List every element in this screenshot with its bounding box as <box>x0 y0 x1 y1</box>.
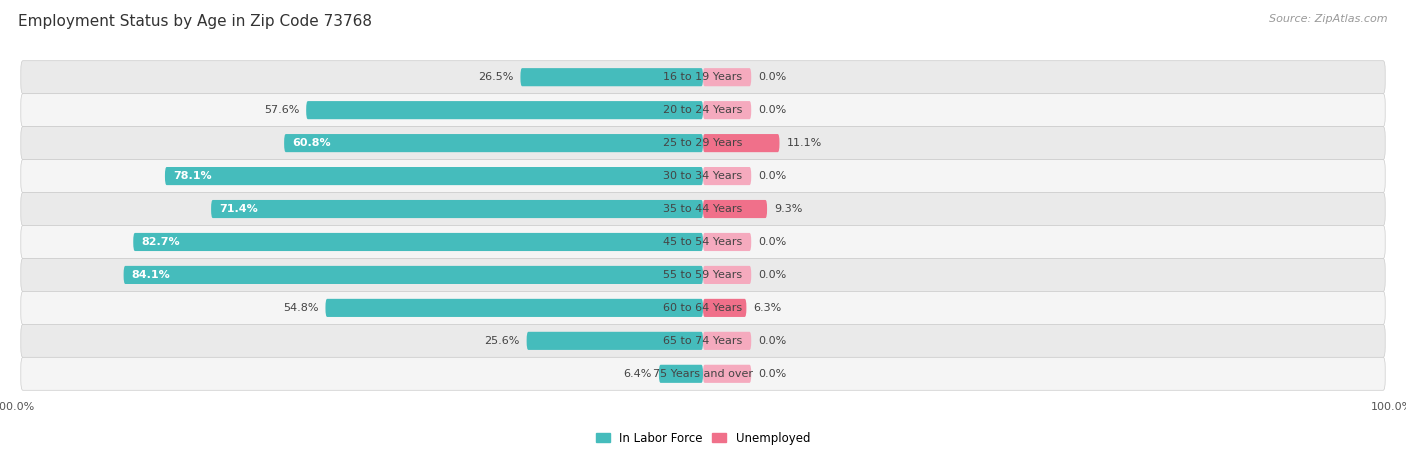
FancyBboxPatch shape <box>21 357 1385 390</box>
Text: 65 to 74 Years: 65 to 74 Years <box>664 336 742 346</box>
Text: Source: ZipAtlas.com: Source: ZipAtlas.com <box>1270 14 1388 23</box>
FancyBboxPatch shape <box>165 167 703 185</box>
FancyBboxPatch shape <box>703 101 751 119</box>
FancyBboxPatch shape <box>703 365 751 383</box>
Text: Employment Status by Age in Zip Code 73768: Employment Status by Age in Zip Code 737… <box>18 14 373 28</box>
Text: 60.8%: 60.8% <box>292 138 330 148</box>
FancyBboxPatch shape <box>325 299 703 317</box>
FancyBboxPatch shape <box>21 291 1385 324</box>
Text: 16 to 19 Years: 16 to 19 Years <box>664 72 742 82</box>
Text: 26.5%: 26.5% <box>478 72 513 82</box>
Text: 78.1%: 78.1% <box>173 171 212 181</box>
Legend: In Labor Force, Unemployed: In Labor Force, Unemployed <box>591 427 815 449</box>
FancyBboxPatch shape <box>520 68 703 86</box>
Text: 45 to 54 Years: 45 to 54 Years <box>664 237 742 247</box>
Text: 0.0%: 0.0% <box>758 270 786 280</box>
FancyBboxPatch shape <box>703 134 779 152</box>
Text: 0.0%: 0.0% <box>758 369 786 379</box>
FancyBboxPatch shape <box>703 200 768 218</box>
Text: 9.3%: 9.3% <box>773 204 803 214</box>
Text: 11.1%: 11.1% <box>786 138 821 148</box>
FancyBboxPatch shape <box>307 101 703 119</box>
Text: 57.6%: 57.6% <box>264 105 299 115</box>
FancyBboxPatch shape <box>124 266 703 284</box>
Text: 71.4%: 71.4% <box>219 204 259 214</box>
Text: 35 to 44 Years: 35 to 44 Years <box>664 204 742 214</box>
Text: 25.6%: 25.6% <box>484 336 520 346</box>
Text: 0.0%: 0.0% <box>758 336 786 346</box>
Text: 82.7%: 82.7% <box>142 237 180 247</box>
Text: 60 to 64 Years: 60 to 64 Years <box>664 303 742 313</box>
FancyBboxPatch shape <box>703 233 751 251</box>
Text: 84.1%: 84.1% <box>132 270 170 280</box>
Text: 6.4%: 6.4% <box>624 369 652 379</box>
Text: 75 Years and over: 75 Years and over <box>652 369 754 379</box>
FancyBboxPatch shape <box>703 299 747 317</box>
FancyBboxPatch shape <box>703 266 751 284</box>
FancyBboxPatch shape <box>284 134 703 152</box>
FancyBboxPatch shape <box>21 61 1385 94</box>
Text: 54.8%: 54.8% <box>283 303 319 313</box>
FancyBboxPatch shape <box>21 193 1385 226</box>
FancyBboxPatch shape <box>703 332 751 350</box>
Text: 0.0%: 0.0% <box>758 171 786 181</box>
FancyBboxPatch shape <box>21 324 1385 357</box>
FancyBboxPatch shape <box>21 160 1385 193</box>
Text: 55 to 59 Years: 55 to 59 Years <box>664 270 742 280</box>
Text: 0.0%: 0.0% <box>758 72 786 82</box>
FancyBboxPatch shape <box>134 233 703 251</box>
FancyBboxPatch shape <box>21 127 1385 160</box>
Text: 0.0%: 0.0% <box>758 237 786 247</box>
FancyBboxPatch shape <box>659 365 703 383</box>
Text: 0.0%: 0.0% <box>758 105 786 115</box>
Text: 25 to 29 Years: 25 to 29 Years <box>664 138 742 148</box>
FancyBboxPatch shape <box>21 226 1385 258</box>
FancyBboxPatch shape <box>211 200 703 218</box>
Text: 6.3%: 6.3% <box>754 303 782 313</box>
FancyBboxPatch shape <box>703 68 751 86</box>
FancyBboxPatch shape <box>527 332 703 350</box>
FancyBboxPatch shape <box>21 258 1385 291</box>
Text: 30 to 34 Years: 30 to 34 Years <box>664 171 742 181</box>
FancyBboxPatch shape <box>21 94 1385 127</box>
Text: 20 to 24 Years: 20 to 24 Years <box>664 105 742 115</box>
FancyBboxPatch shape <box>703 167 751 185</box>
